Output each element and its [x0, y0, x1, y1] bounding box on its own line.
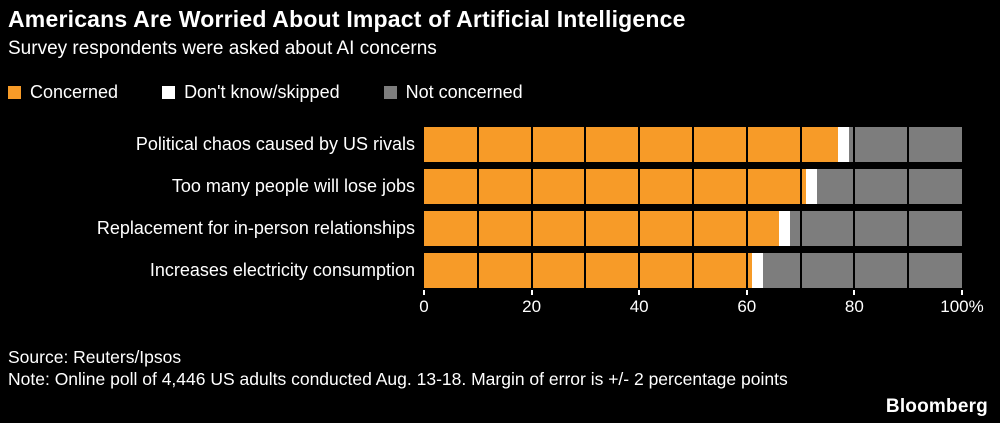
- bloomberg-logo: Bloomberg: [885, 396, 988, 417]
- gridline: [799, 211, 802, 246]
- bar-segment-not-concerned: [789, 211, 962, 246]
- axis-tick-label: 0: [419, 297, 429, 316]
- gridline: [853, 253, 856, 288]
- gridline: [745, 127, 748, 162]
- gridline: [692, 127, 694, 162]
- source-line: Source: Reuters/Ipsos: [8, 347, 182, 367]
- category-label: Political chaos caused by US rivals: [135, 134, 415, 154]
- legend-swatch-not-concerned-icon: [383, 85, 397, 99]
- gridline: [907, 127, 910, 162]
- gridline: [530, 169, 533, 204]
- gridline: [530, 253, 533, 288]
- chart-rows: Political chaos caused by US rivals Too m…: [8, 127, 962, 288]
- gridline: [584, 211, 587, 246]
- axis-tick: [638, 290, 641, 295]
- x-axis: 0 20 40 60 80 100%: [419, 290, 984, 320]
- gridline: [530, 127, 533, 162]
- gridline: [638, 127, 641, 162]
- gridline: [799, 253, 802, 288]
- gridline: [907, 169, 910, 204]
- chart-row: Too many people will lose jobs: [8, 169, 962, 204]
- axis-tick: [530, 290, 533, 295]
- bar-segment-concerned: [424, 127, 839, 162]
- gridline: [745, 169, 748, 204]
- axis-tick-label: 20: [522, 297, 542, 316]
- axis-tick-label: 80: [844, 297, 864, 316]
- legend-label-dont-know: Don't know/skipped: [184, 81, 340, 102]
- gridline: [692, 211, 694, 246]
- gridline: [476, 127, 479, 162]
- bar-segment-concerned: [424, 169, 806, 204]
- legend-swatch-dont-know-icon: [162, 85, 176, 99]
- chart-row: Political chaos caused by US rivals: [8, 127, 962, 162]
- axis-tick: [853, 290, 856, 295]
- legend-swatch-concerned-icon: [8, 85, 21, 99]
- bar-segment-concerned: [424, 253, 753, 288]
- gridline: [799, 169, 802, 204]
- gridline: [907, 211, 910, 246]
- legend-item-concerned: Concerned: [8, 82, 118, 103]
- legend-item-dont-know: Don't know/skipped: [162, 82, 340, 103]
- category-label: Too many people will lose jobs: [171, 176, 415, 196]
- gridline: [584, 253, 587, 288]
- bar-track: [424, 211, 962, 246]
- axis-tick-label: 60: [737, 297, 757, 316]
- gridline: [907, 253, 910, 288]
- legend-label-concerned: Concerned: [30, 81, 119, 102]
- gridline: [476, 169, 479, 204]
- gridline: [530, 211, 533, 246]
- gridline: [853, 169, 856, 204]
- gridline: [692, 169, 694, 204]
- axis-tick: [961, 290, 963, 295]
- note-line: Note: Online poll of 4,446 US adults con…: [8, 369, 788, 389]
- chart-row: Replacement for in-person relationships: [8, 211, 962, 246]
- gridline: [853, 211, 856, 246]
- legend-item-not-concerned: Not concerned: [383, 81, 523, 103]
- chart-title: Americans Are Worried About Impact of Ar…: [8, 6, 686, 32]
- bar-segment-not-concerned: [849, 127, 962, 162]
- gridline: [745, 211, 748, 246]
- bar-track: [424, 253, 962, 288]
- axis-tick: [745, 290, 748, 295]
- bar-segment-dont-know-skipped: [838, 127, 849, 162]
- gridline: [638, 211, 641, 246]
- axis-tick-label: 40: [629, 297, 649, 316]
- bar-segment-not-concerned: [762, 253, 962, 288]
- bar-segment-dont-know-skipped: [805, 169, 817, 204]
- legend-label-not-concerned: Not concerned: [405, 81, 523, 102]
- chart-subtitle: Survey respondents were asked about AI c…: [8, 38, 437, 59]
- chart-row: Increases electricity consumption: [8, 253, 962, 288]
- gridline: [476, 211, 479, 246]
- bar-segment-dont-know-skipped: [779, 211, 790, 246]
- axis-tick: [423, 290, 425, 295]
- gridline: [584, 127, 587, 162]
- gridline: [476, 253, 479, 288]
- legend: Concerned Don't know/skipped Not concern…: [8, 81, 990, 103]
- gridline: [692, 253, 694, 288]
- gridline: [853, 127, 856, 162]
- plot-area: Political chaos caused by US rivals Too m…: [8, 127, 990, 320]
- category-label: Replacement for in-person relationships: [96, 218, 415, 238]
- gridline: [638, 169, 641, 204]
- bar-track: [424, 169, 962, 204]
- axis-tick-label: 100%: [940, 297, 984, 316]
- bar-segment-dont-know-skipped: [752, 253, 763, 288]
- bar-segment-not-concerned: [816, 169, 962, 204]
- bar-track: [424, 127, 962, 162]
- gridline: [745, 253, 748, 288]
- gridline: [799, 127, 802, 162]
- gridline: [584, 169, 587, 204]
- category-label: Increases electricity consumption: [149, 260, 415, 280]
- gridline: [638, 253, 641, 288]
- bar-segment-concerned: [424, 211, 780, 246]
- footer: Source: Reuters/Ipsos Note: Online poll …: [8, 346, 990, 390]
